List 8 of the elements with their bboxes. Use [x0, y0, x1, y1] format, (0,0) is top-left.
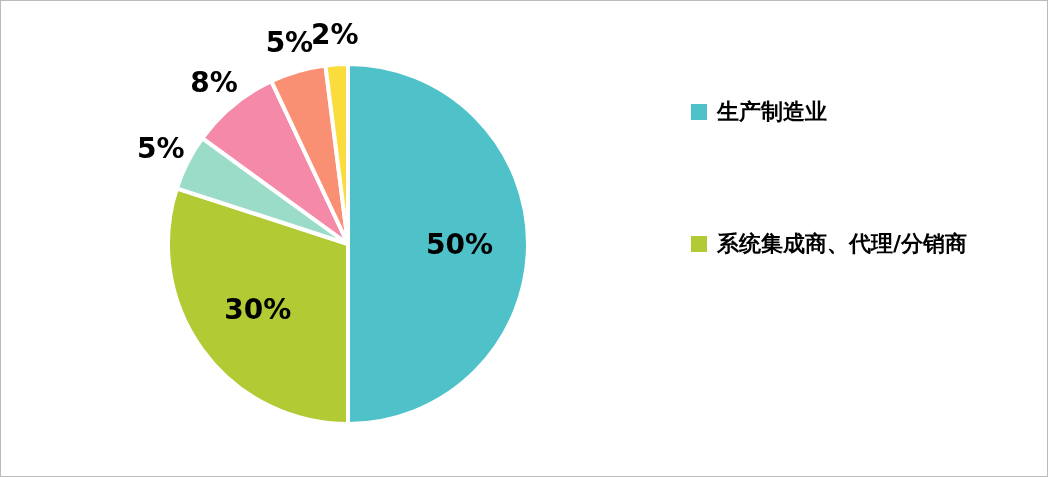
data-label: 5% [137, 132, 185, 166]
data-label: 8% [190, 65, 238, 99]
data-label: 5% [265, 25, 314, 59]
data-label: 2% [311, 17, 359, 51]
legend-label: 生产制造业 [717, 98, 827, 126]
data-label: 50% [426, 227, 494, 261]
legend-label: 系统集成商、代理/分销商 [717, 230, 968, 258]
data-label: 30% [224, 293, 292, 327]
